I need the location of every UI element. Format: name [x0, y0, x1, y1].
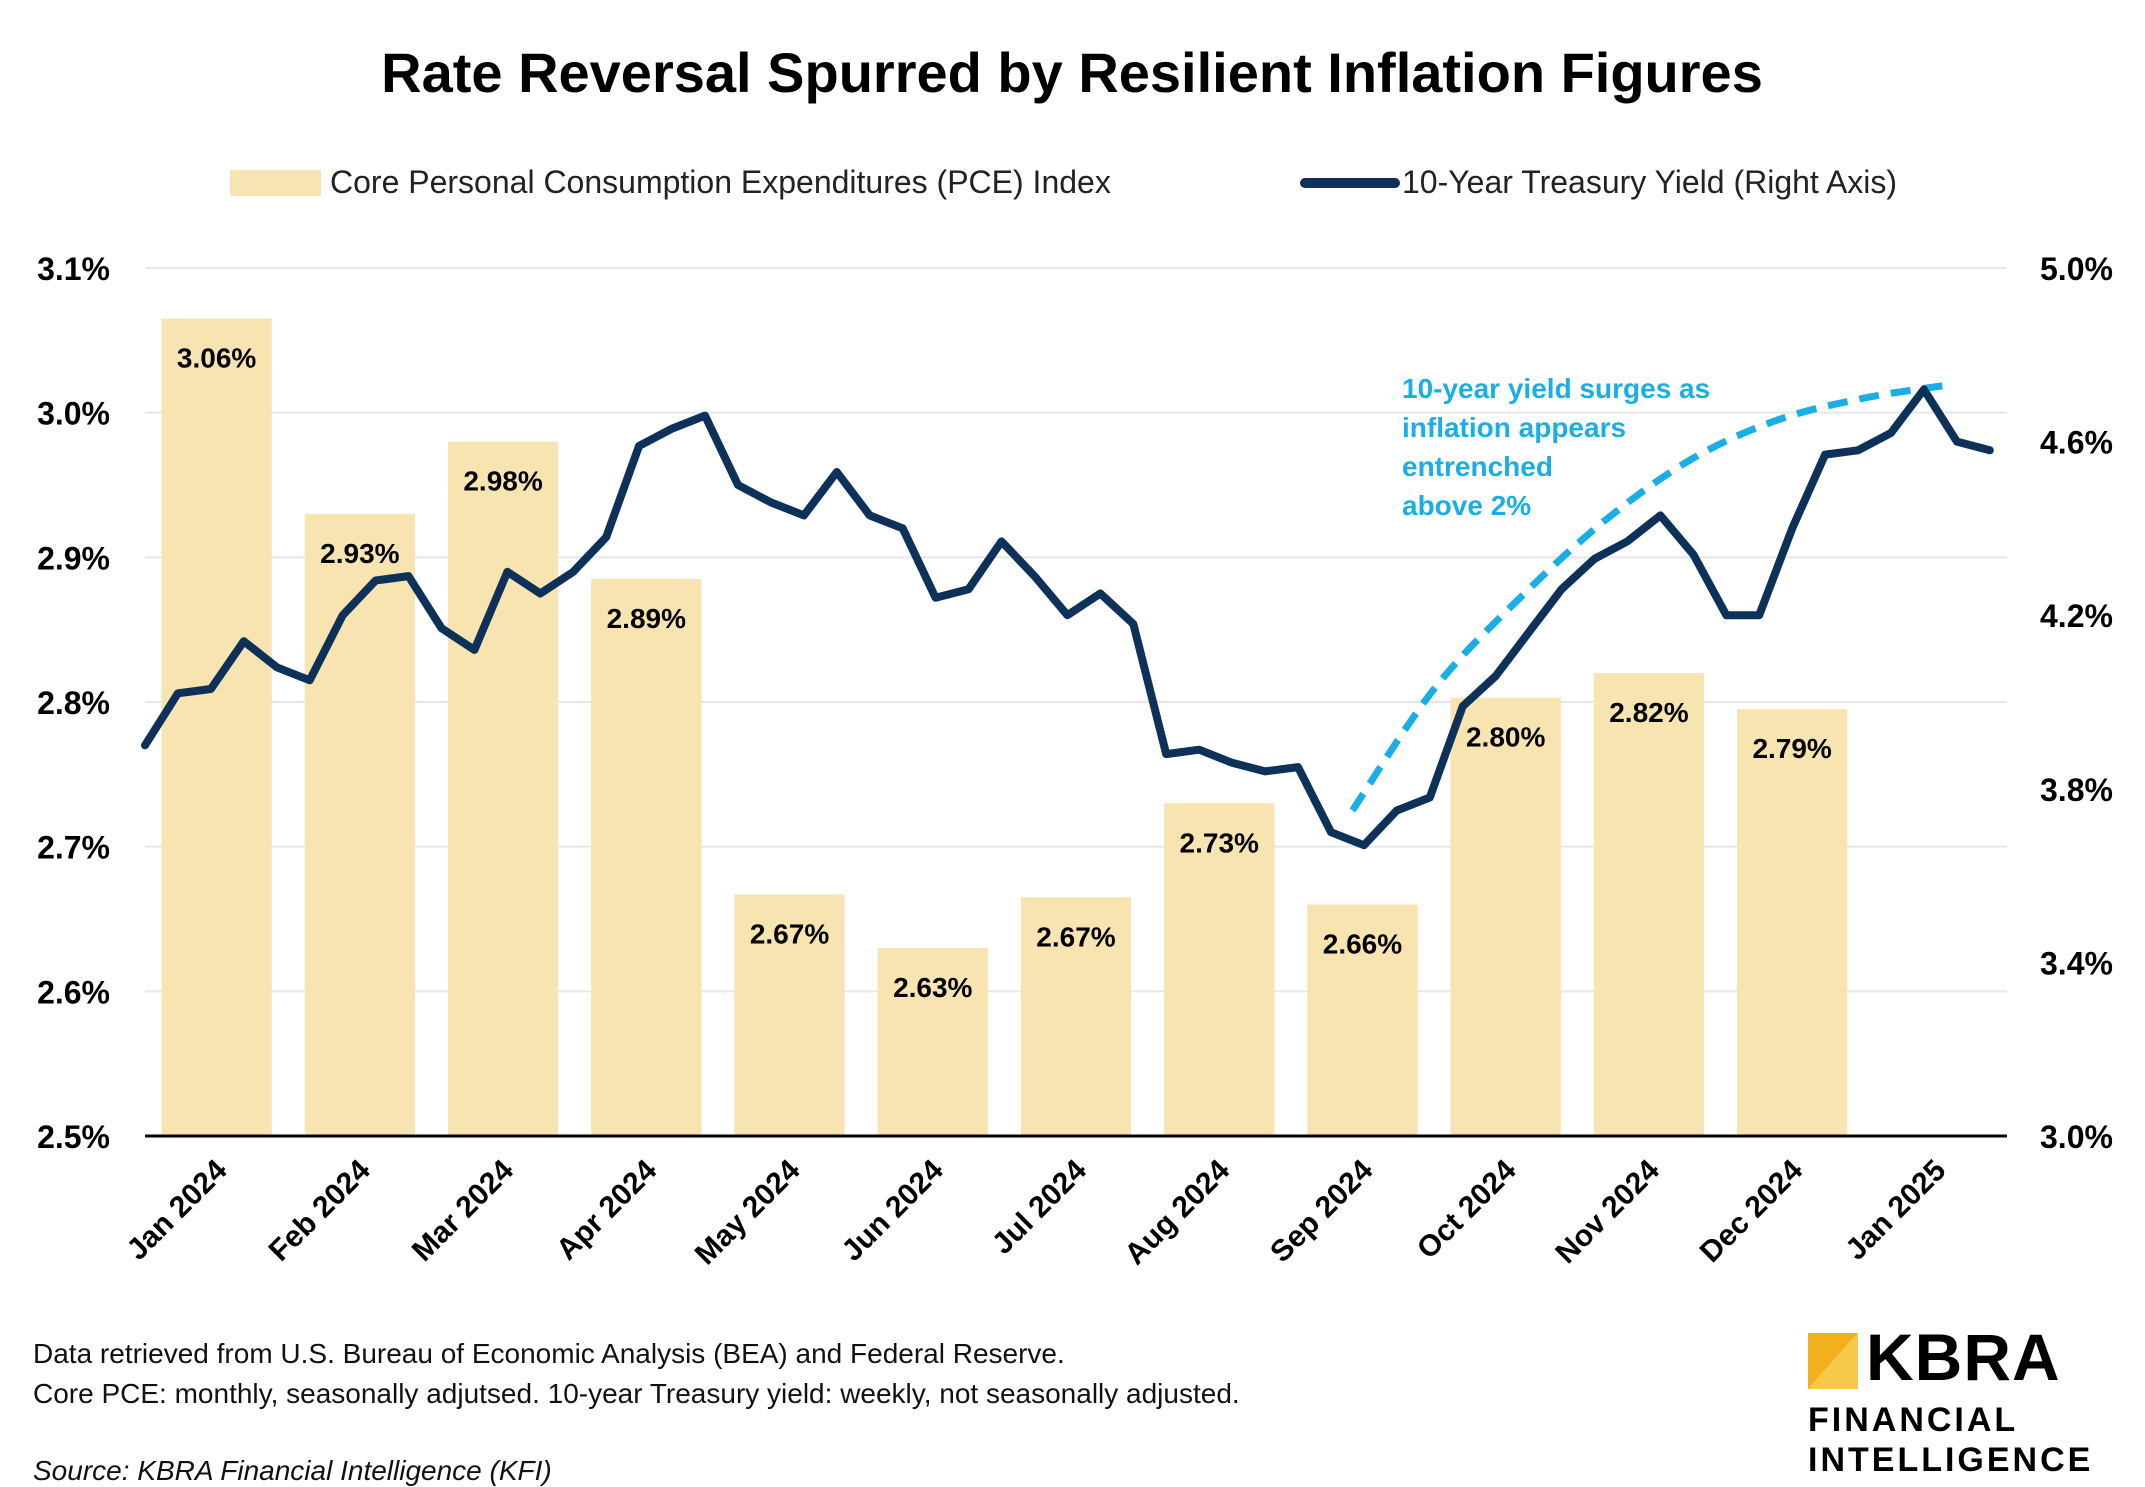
pce-bar-label: 2.80% [1466, 722, 1545, 753]
left-tick-label: 2.8% [37, 685, 110, 721]
pce-bar-labels: 3.06% 2.93% 2.98% 2.89% 2.67% 2.63% 2.67% 2.73%… [177, 343, 1832, 1003]
pce-bar [304, 513, 415, 1136]
annotation-line: above 2% [1402, 490, 1531, 521]
x-tick-label: May 2024 [689, 1153, 807, 1271]
x-tick-label: Mar 2024 [406, 1153, 520, 1267]
logo-line-1: FINANCIAL [1808, 1401, 2019, 1439]
pce-bar [1593, 673, 1705, 1136]
pce-bar-label: 3.06% [177, 343, 256, 374]
annotation-line: 10-year yield surges as [1402, 373, 1710, 404]
right-tick-label: 5.0% [2040, 251, 2113, 287]
pce-bar-label: 2.89% [607, 603, 686, 634]
left-tick-label: 3.1% [37, 251, 110, 287]
treasury-yield-line [141, 385, 1994, 850]
treasury-yield-series [141, 385, 1994, 850]
logo-line-2: INTELLIGENCE [1808, 1441, 2094, 1479]
legend-bar-swatch [230, 170, 321, 196]
x-tick-label: Aug 2024 [1119, 1153, 1237, 1271]
kbra-mark-icon [1808, 1333, 1858, 1389]
pce-bar-label: 2.73% [1180, 827, 1259, 858]
right-tick-label: 3.8% [2040, 772, 2113, 808]
pce-bar [1307, 904, 1418, 1136]
pce-bar [1164, 803, 1275, 1136]
kbra-logo: KBRA FINANCIAL INTELLIGENCE [1808, 1320, 2138, 1479]
right-tick-label: 3.4% [2040, 945, 2113, 981]
x-axis-labels: Jan 2024 Feb 2024 Mar 2024 Apr 2024 May 2024… [121, 1153, 1953, 1271]
pce-bar [877, 947, 988, 1136]
pce-bar-label: 2.67% [750, 918, 829, 949]
left-tick-label: 2.7% [37, 830, 110, 866]
pce-bar [1450, 697, 1561, 1136]
x-tick-label: Oct 2024 [1411, 1153, 1523, 1265]
source-note: Source: KBRA Financial Intelligence (KFI… [33, 1455, 552, 1486]
footnote-2: Core PCE: monthly, seasonally adjutsed. … [33, 1378, 1240, 1409]
pce-bar [1737, 709, 1848, 1136]
right-tick-label: 4.2% [2040, 598, 2113, 634]
pce-bar-label: 2.93% [320, 538, 399, 569]
x-tick-label: Jul 2024 [986, 1153, 1093, 1260]
x-tick-label: Dec 2024 [1694, 1153, 1810, 1269]
legend: Core Personal Consumption Expenditures (… [230, 164, 1897, 200]
pce-bar [1020, 897, 1132, 1136]
x-tick-label: Jan 2024 [121, 1153, 234, 1266]
right-tick-label: 4.6% [2040, 425, 2113, 461]
pce-bar-label: 2.66% [1323, 929, 1402, 960]
footnote-1: Data retrieved from U.S. Bureau of Econo… [33, 1338, 1065, 1369]
annotation-trend-curve [1349, 381, 1948, 813]
pce-bar [161, 318, 272, 1137]
pce-bar-label: 2.67% [1036, 921, 1115, 952]
pce-bar-label: 2.63% [893, 972, 972, 1003]
left-tick-label: 2.6% [37, 974, 110, 1010]
annotation-line: inflation appears [1402, 412, 1626, 443]
logo-brand: KBRA [1866, 1320, 2061, 1394]
x-tick-label: Nov 2024 [1549, 1153, 1666, 1270]
pce-bar [734, 894, 845, 1136]
x-tick-label: Jun 2024 [836, 1153, 950, 1267]
left-tick-label: 2.9% [37, 540, 110, 576]
pce-bar [447, 441, 559, 1137]
pce-bar-label: 2.82% [1609, 697, 1688, 728]
annotation-trend [1349, 381, 1948, 813]
pce-bar-label: 2.79% [1752, 733, 1831, 764]
legend-bar-label: Core Personal Consumption Expenditures (… [330, 164, 1111, 200]
x-tick-label: Feb 2024 [263, 1153, 377, 1267]
right-tick-label: 3.0% [2040, 1119, 2113, 1155]
x-tick-label: Sep 2024 [1264, 1153, 1380, 1269]
x-tick-label: Apr 2024 [550, 1153, 663, 1266]
chart-title: Rate Reversal Spurred by Resilient Infla… [381, 41, 1763, 104]
left-tick-label: 2.5% [37, 1119, 110, 1155]
legend-line-label: 10-Year Treasury Yield (Right Axis) [1402, 164, 1897, 200]
gridlines [145, 267, 2007, 993]
combo-chart: Rate Reversal Spurred by Resilient Infla… [37, 41, 2113, 1271]
pce-bars [161, 318, 1848, 1137]
pce-bar-label: 2.98% [463, 466, 542, 497]
x-tick-label: Jan 2025 [1839, 1154, 1952, 1267]
annotation-text: 10-year yield surges as inflation appears… [1402, 373, 1710, 521]
left-axis: 2.5% 2.6% 2.7% 2.8% 2.9% 3.0% 3.1% [37, 251, 110, 1155]
annotation-line: entrenched [1402, 451, 1553, 482]
pce-bar [591, 579, 702, 1136]
left-tick-label: 3.0% [37, 396, 110, 432]
right-axis: 3.0% 3.4% 3.8% 4.2% 4.6% 5.0% [2040, 251, 2113, 1155]
